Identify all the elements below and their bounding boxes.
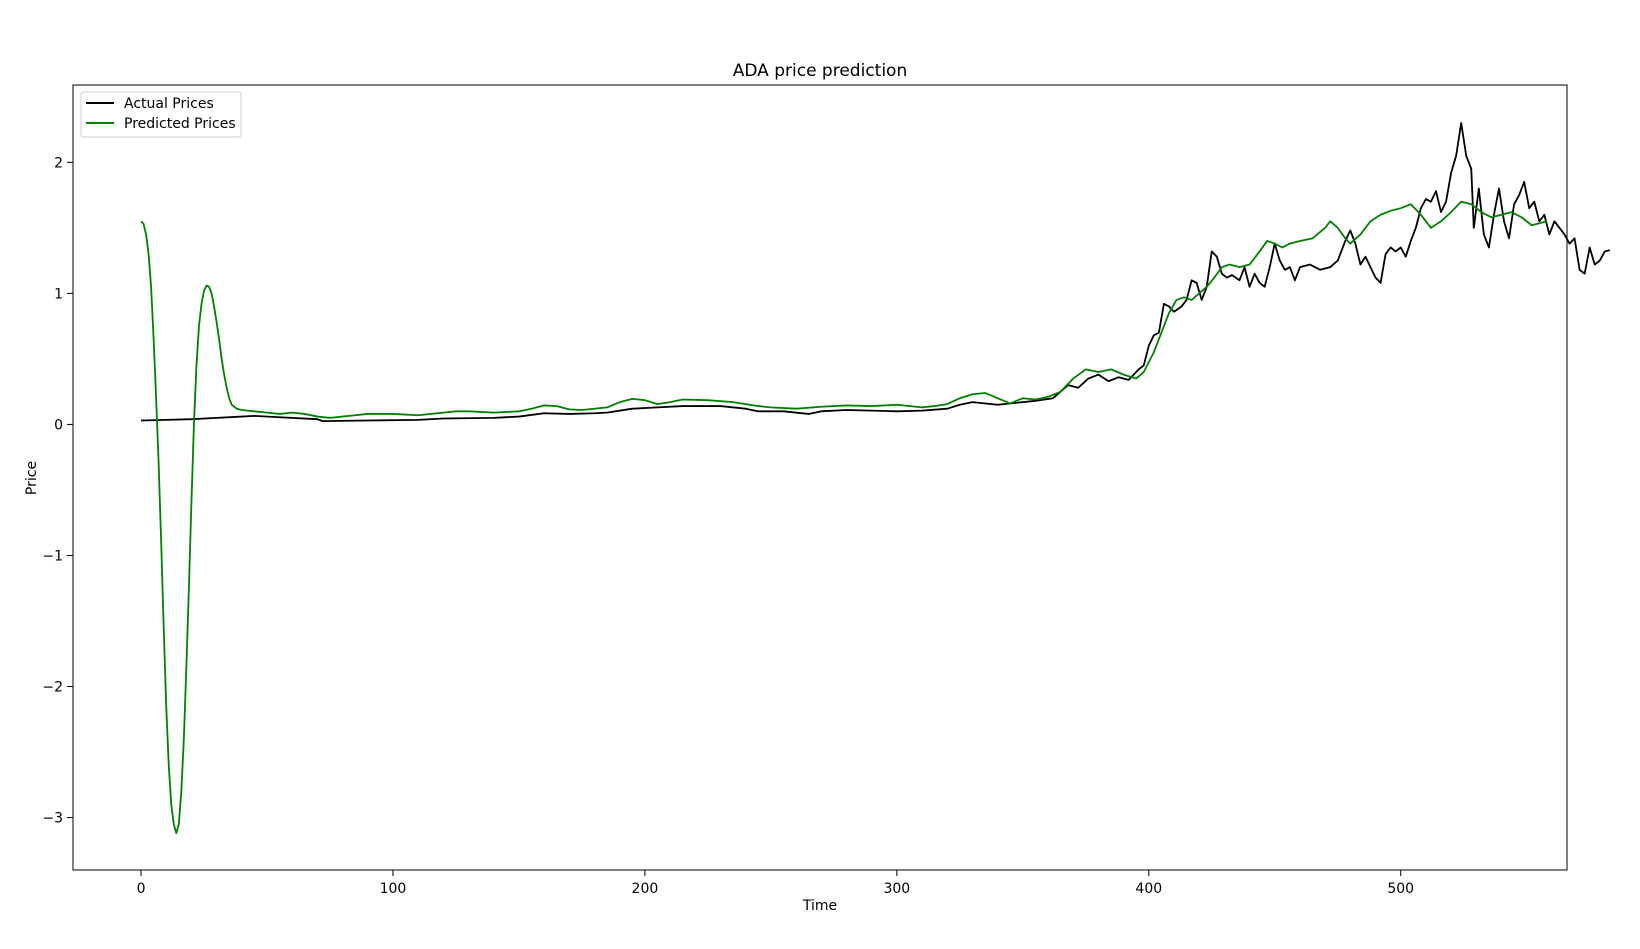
- series-line-predicted: [140, 200, 1548, 835]
- y-tick-label: −3: [42, 811, 63, 827]
- y-tick-label: 0: [54, 417, 63, 433]
- y-tick-label: 1: [54, 286, 63, 302]
- y-tick-label: 2: [54, 155, 63, 171]
- x-axis: 0 100 200 300 400 500: [137, 870, 1414, 897]
- series-layer: [140, 122, 1611, 835]
- x-tick-label: 500: [1387, 881, 1414, 897]
- y-axis-label: Price: [24, 461, 40, 495]
- legend-box: [80, 91, 242, 138]
- y-tick-label: −1: [42, 548, 63, 564]
- x-tick-label: 0: [137, 881, 146, 897]
- y-axis: −3 −2 −1 0 1 2: [42, 155, 73, 827]
- x-tick-label: 100: [380, 881, 407, 897]
- legend-label-predicted: Predicted Prices: [124, 116, 236, 132]
- series-line-actual: [140, 122, 1611, 423]
- legend: Actual Prices Predicted Prices: [80, 91, 242, 138]
- legend-label-actual: Actual Prices: [124, 96, 214, 112]
- plot-frame: [72, 84, 1568, 871]
- chart-title: ADA price prediction: [733, 61, 907, 81]
- x-axis-label: Time: [802, 898, 837, 914]
- x-tick-label: 200: [632, 881, 659, 897]
- y-tick-label: −2: [42, 680, 63, 696]
- x-tick-label: 400: [1135, 881, 1162, 897]
- x-tick-label: 300: [883, 881, 910, 897]
